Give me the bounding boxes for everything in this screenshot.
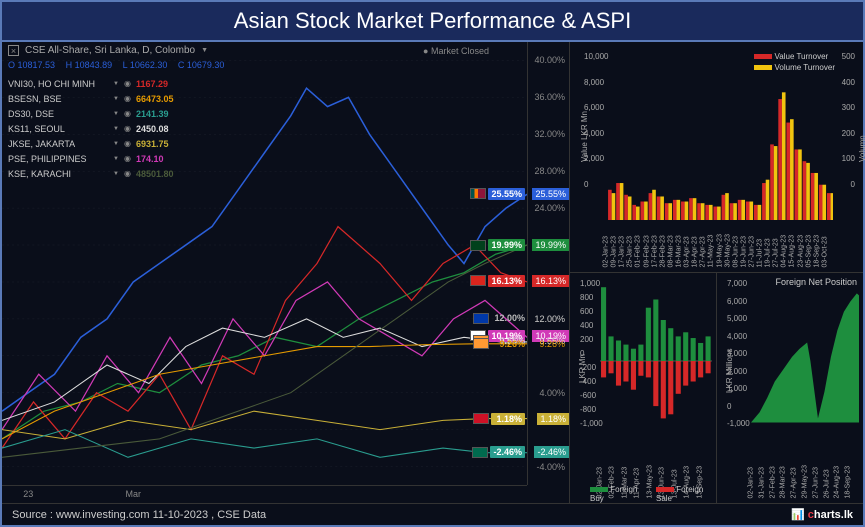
perf-badge: 1.18% <box>473 413 525 425</box>
chevron-down-icon[interactable]: ▼ <box>201 47 208 54</box>
close-icon[interactable]: × <box>8 45 19 56</box>
index-row[interactable]: BSESN, BSE▼◉66473.05 <box>8 91 173 106</box>
symbol-name: CSE All-Share, Sri Lanka, D, Colombo <box>25 45 195 56</box>
perf-badge: 16.13% <box>470 275 525 287</box>
footer: Source : www.investing.com 11-10-2023 , … <box>2 503 863 525</box>
source-text: Source : www.investing.com 11-10-2023 , … <box>12 509 266 521</box>
index-row[interactable]: VNI30, HO CHI MINH▼◉1167.29 <box>8 76 173 91</box>
ff-legend: Foreign Buy Foreign Sale <box>590 485 716 503</box>
index-row[interactable]: PSE, PHILIPPINES▼◉174.10 <box>8 151 173 166</box>
main-yaxis: 40.00%36.00%32.00%28.00%24.00%12.00%4.00… <box>527 42 569 485</box>
turnover-chart: Value LKR Mn Volumn Mn Value Turnover Vo… <box>570 42 863 273</box>
np-plot <box>751 279 859 443</box>
foreign-flow-chart: LKR Mn -1,000-800-600-400-20002004006008… <box>570 273 717 503</box>
y2-label: Volumn Mn <box>858 135 865 162</box>
index-row[interactable]: JKSE, JAKARTA▼◉6931.75 <box>8 136 173 151</box>
net-position-chart: LKR Millions Foreign Net Position -1,000… <box>717 273 863 503</box>
np-x: 02-Jan-2331-Jan-2327-Feb-2328-Mar-2327-A… <box>751 453 859 501</box>
main-xaxis: 23Mar <box>2 485 527 503</box>
main-chart: × CSE All-Share, Sri Lanka, D, Colombo ▼… <box>2 42 570 503</box>
index-list: VNI30, HO CHI MINH▼◉1167.29BSESN, BSE▼◉6… <box>8 76 173 181</box>
perf-badge: 19.99% <box>470 239 525 251</box>
perf-badge: 9.26% <box>473 338 525 349</box>
perf-badge: -2.46% <box>472 446 525 458</box>
ff-plot <box>600 279 712 443</box>
perf-badge: 12.00% <box>473 313 525 324</box>
ohlc-row: O 10817.53 H 10843.89 L 10662.30 C 10679… <box>8 60 232 70</box>
perf-badge: 25.55% <box>470 188 525 200</box>
page-title: Asian Stock Market Performance & ASPI <box>2 2 863 42</box>
index-row[interactable]: DS30, DSE▼◉2141.39 <box>8 106 173 121</box>
turnover-plot <box>606 52 833 220</box>
index-row[interactable]: KS11, SEOUL▼◉2450.08 <box>8 121 173 136</box>
turn-x: 02-Jan-2309-Jan-2317-Jan-2325-Jan-2301-F… <box>606 222 833 270</box>
symbol-row[interactable]: × CSE All-Share, Sri Lanka, D, Colombo ▼ <box>8 45 208 56</box>
logo: 📊 charts.lk <box>791 508 853 521</box>
perf-badges: 25.55%19.99%16.13%12.00%10.19%9.55%9.26%… <box>465 42 525 485</box>
index-row[interactable]: KSE, KARACHI▼◉48501.80 <box>8 166 173 181</box>
